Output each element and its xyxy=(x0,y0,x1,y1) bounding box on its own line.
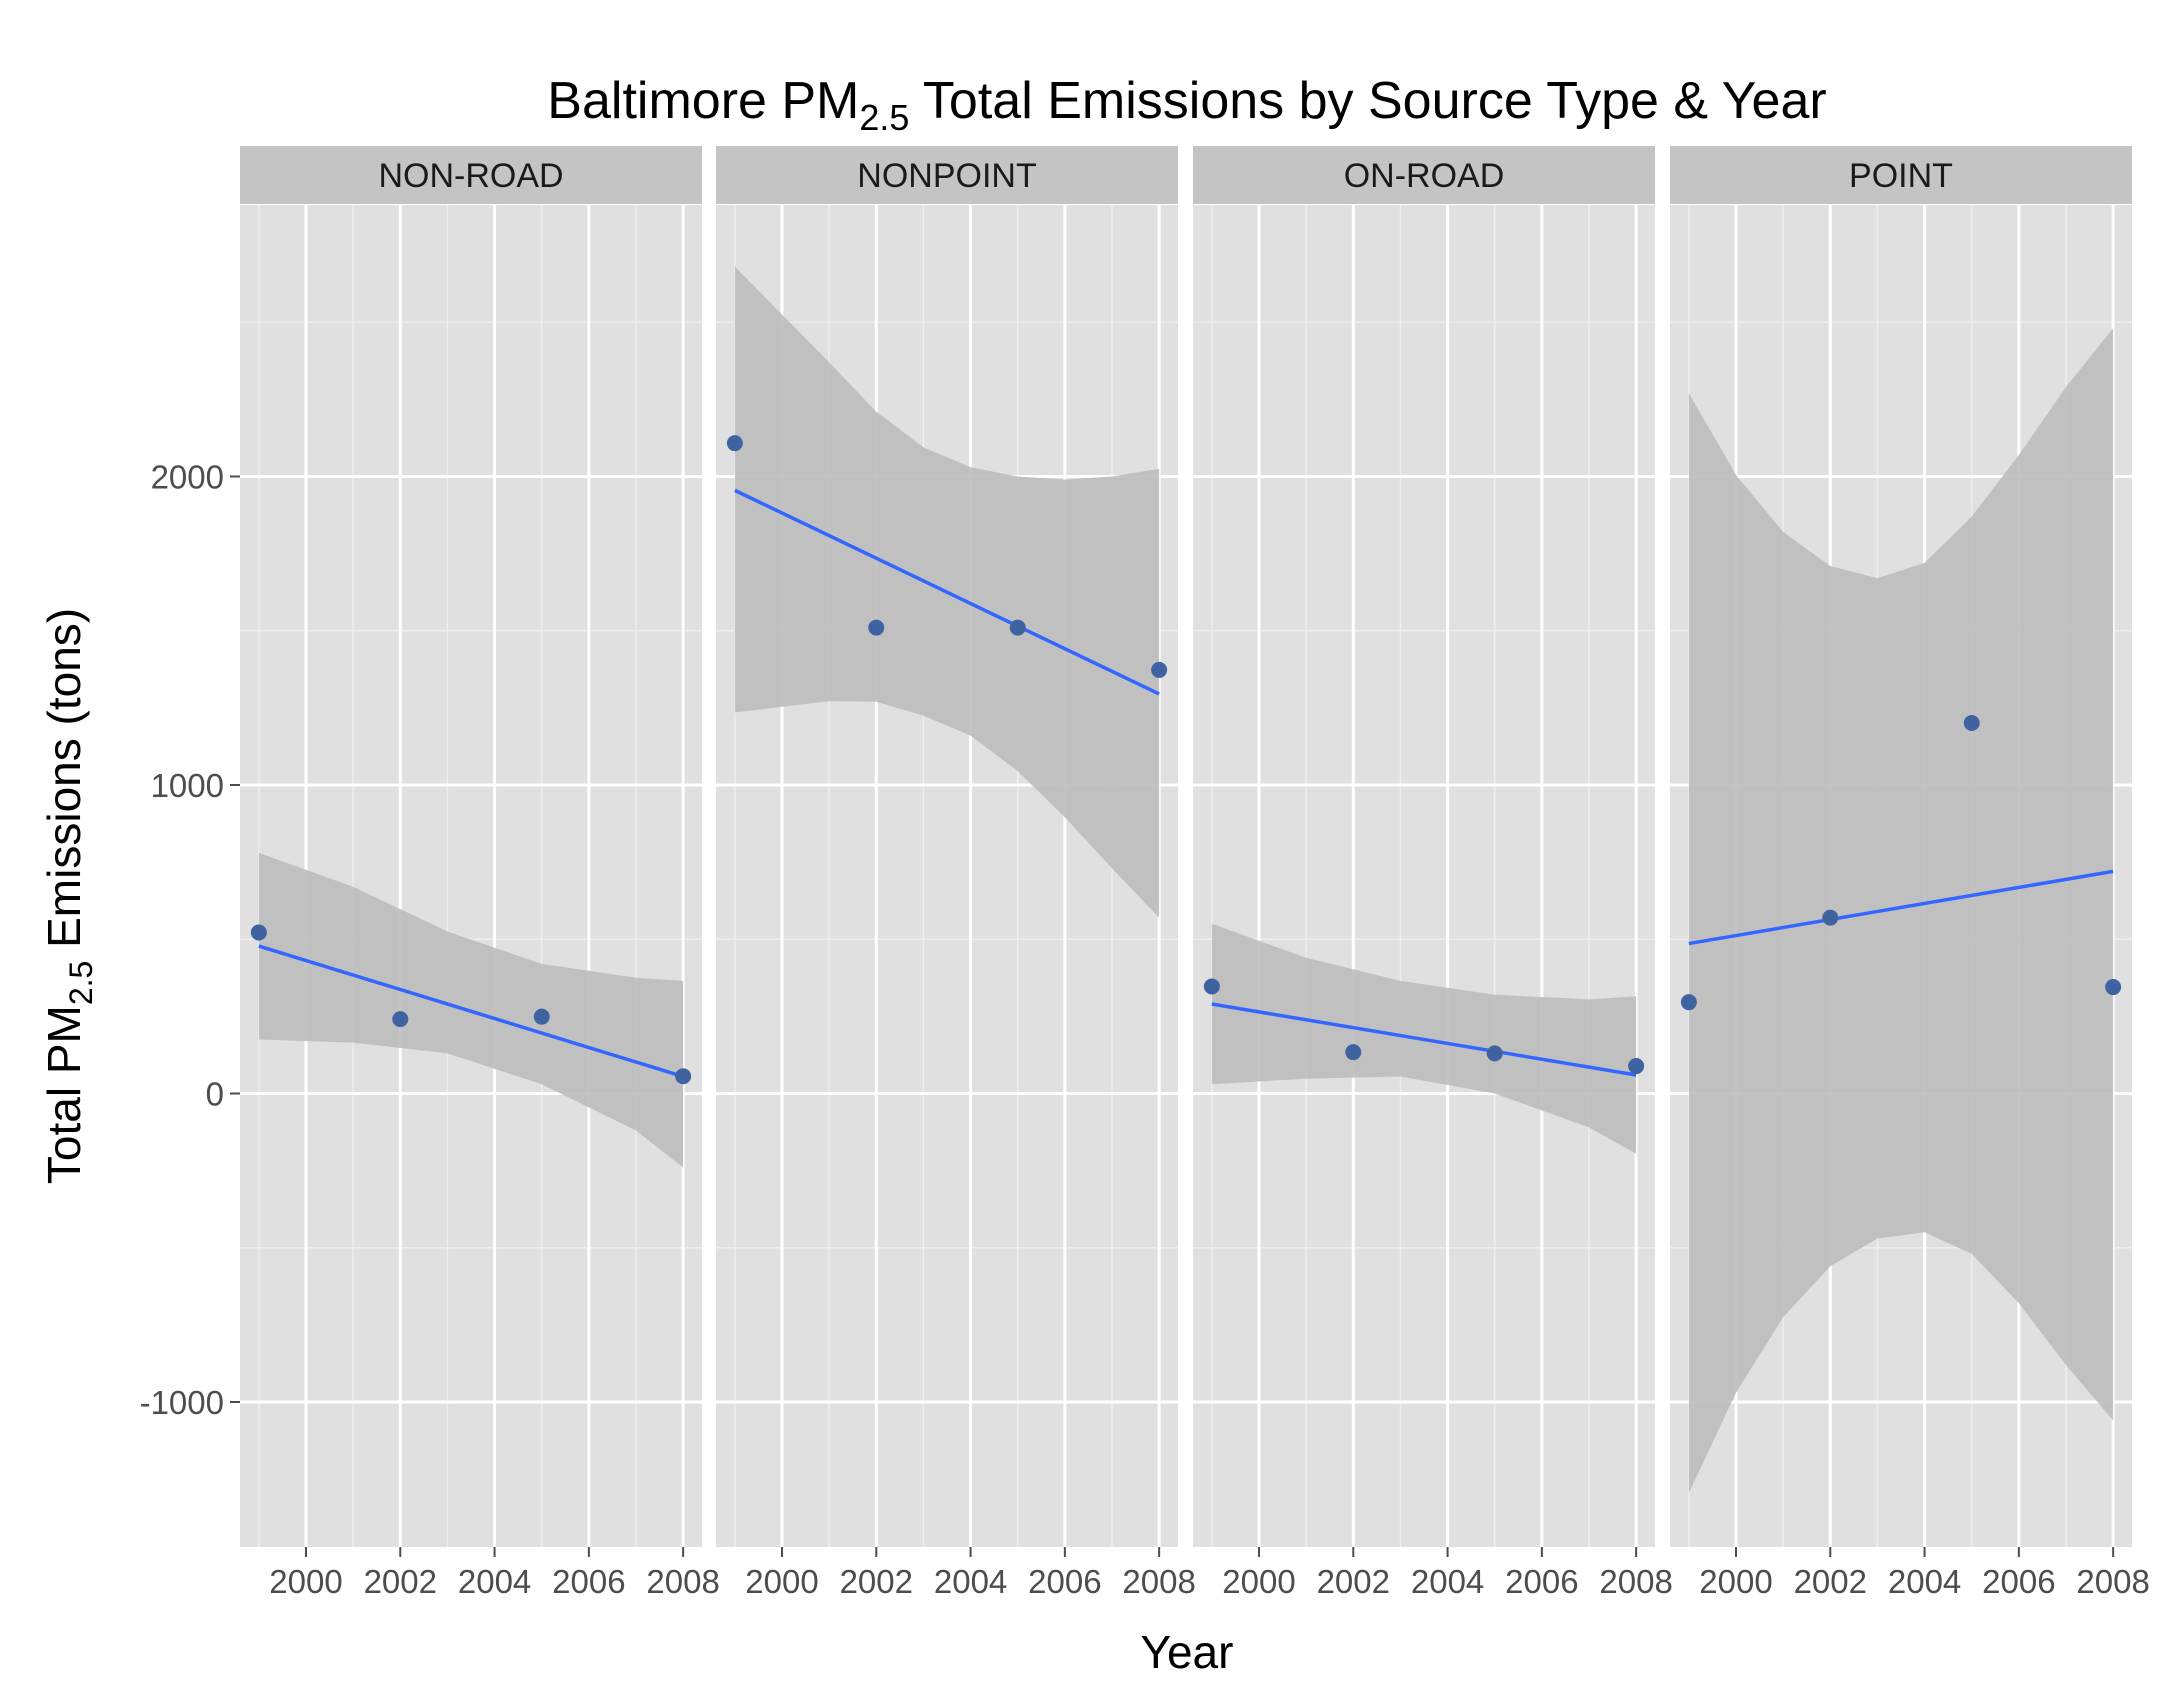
x-axis-title: Year xyxy=(1141,1626,1234,1678)
panel-background xyxy=(1193,205,1655,1547)
x-tick-label: 2008 xyxy=(646,1563,719,1600)
y-tick-label: -1000 xyxy=(140,1384,224,1421)
data-point xyxy=(250,924,267,941)
x-tick-label: 2004 xyxy=(1888,1563,1961,1600)
chart-title: Baltimore PM2.5 Total Emissions by Sourc… xyxy=(547,72,1826,138)
strip-label: NON-ROAD xyxy=(378,157,563,195)
confidence-band xyxy=(1688,328,2114,1493)
data-point xyxy=(392,1011,409,1028)
fit-line xyxy=(1211,1002,1637,1077)
x-tick-label: 2002 xyxy=(1794,1563,1867,1600)
strip-background xyxy=(1193,146,1655,204)
data-point xyxy=(1151,661,1168,678)
facet-panel-nonpoint: NONPOINT 2000 2002 2004 2006 2008 xyxy=(716,146,1196,1600)
data-point xyxy=(1203,978,1220,995)
facet-panel-non-road: NON-ROAD 2000 2002 2004 2006 2008 xyxy=(240,146,720,1600)
x-tick-label: 2002 xyxy=(1317,1563,1390,1600)
data-point xyxy=(675,1068,692,1085)
fit-line xyxy=(258,944,684,1079)
x-tick-label: 2000 xyxy=(745,1563,818,1600)
strip-background xyxy=(716,146,1178,204)
x-tick-label: 2006 xyxy=(552,1563,625,1600)
strip-label: POINT xyxy=(1849,157,1953,195)
strip-background xyxy=(1670,146,2132,204)
data-point xyxy=(1486,1045,1503,1062)
y-axis: -1000 0 1000 2000 xyxy=(140,458,240,1421)
x-tick-label: 2006 xyxy=(1982,1563,2055,1600)
x-tick-label: 2008 xyxy=(1599,1563,1672,1600)
x-tick-label: 2004 xyxy=(458,1563,531,1600)
strip-label: NONPOINT xyxy=(857,157,1036,195)
x-tick-label: 2000 xyxy=(269,1563,342,1600)
strip-label: ON-ROAD xyxy=(1344,157,1505,195)
y-tick-label: 1000 xyxy=(151,767,224,804)
data-point xyxy=(868,619,885,636)
facet-panel-point: POINT 2000 2002 2004 2006 2008 xyxy=(1670,146,2150,1600)
fit-line xyxy=(734,488,1160,696)
y-tick-label: 2000 xyxy=(151,458,224,495)
x-tick-label: 2008 xyxy=(2076,1563,2149,1600)
facet-panels: NON-ROAD 2000 2002 2004 2006 2008 NONPOINT 2000… xyxy=(240,146,2150,1600)
data-point xyxy=(533,1008,550,1025)
data-point xyxy=(2105,979,2122,996)
data-point xyxy=(1822,909,1839,926)
x-tick-label: 2006 xyxy=(1028,1563,1101,1600)
x-tick-label: 2004 xyxy=(934,1563,1007,1600)
data-point xyxy=(1345,1044,1362,1061)
x-tick-label: 2002 xyxy=(364,1563,437,1600)
x-tick-label: 2002 xyxy=(840,1563,913,1600)
x-tick-label: 2004 xyxy=(1411,1563,1484,1600)
strip-background xyxy=(240,146,702,204)
data-point xyxy=(1680,994,1697,1011)
data-point xyxy=(726,435,743,452)
data-point xyxy=(1628,1058,1645,1075)
data-point xyxy=(1963,714,1980,731)
y-tick-label: 0 xyxy=(206,1075,224,1112)
x-tick-label: 2008 xyxy=(1122,1563,1195,1600)
data-point xyxy=(1009,619,1026,636)
y-axis-title: Total PM2.5 Emissions (tons) xyxy=(38,608,99,1184)
fit-line xyxy=(1688,869,2114,946)
x-tick-label: 2006 xyxy=(1505,1563,1578,1600)
x-tick-label: 2000 xyxy=(1699,1563,1772,1600)
x-tick-label: 2000 xyxy=(1222,1563,1295,1600)
facet-panel-on-road: ON-ROAD 2000 2002 2004 2006 2008 xyxy=(1193,146,1673,1600)
